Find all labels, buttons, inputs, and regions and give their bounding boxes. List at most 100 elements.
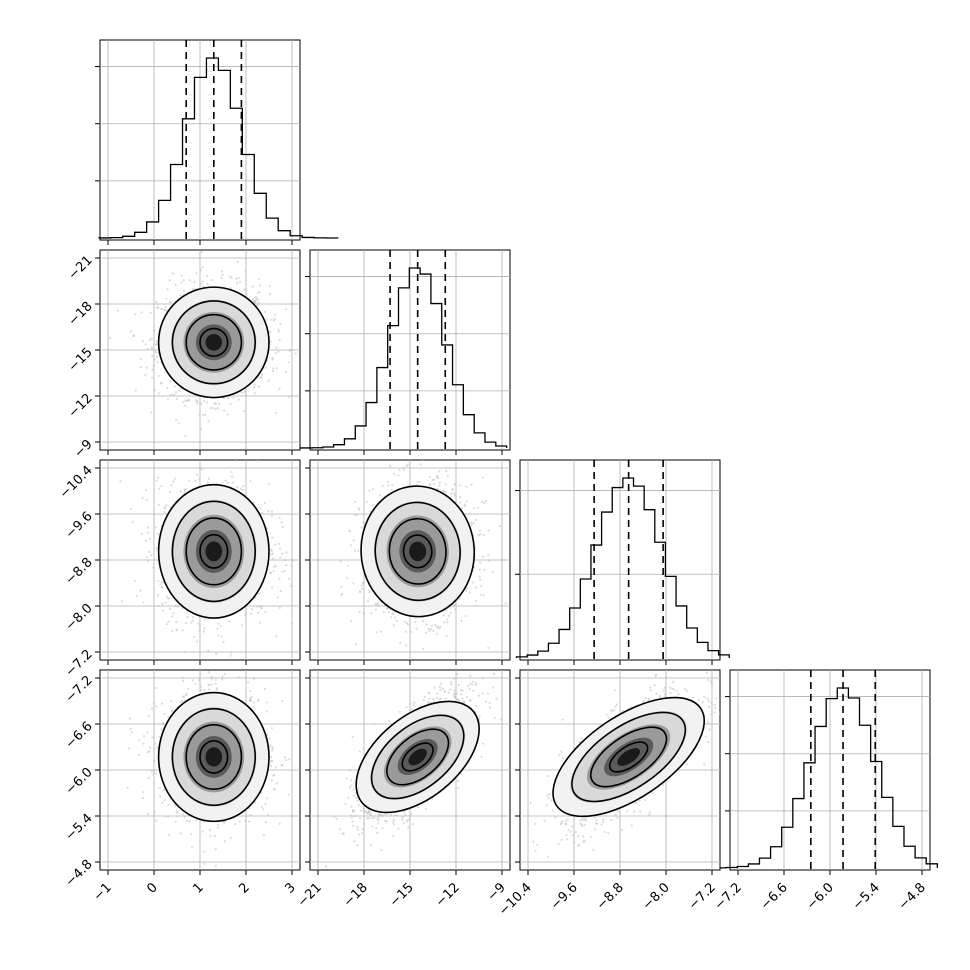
hist-panel-2 bbox=[515, 459, 730, 665]
scatter-point bbox=[446, 618, 449, 621]
scatter-point bbox=[389, 616, 393, 619]
scatter-point bbox=[135, 594, 138, 597]
hist-panel-3 bbox=[714, 669, 938, 875]
scatter-point bbox=[379, 630, 382, 633]
scatter-point bbox=[389, 464, 392, 467]
hist-panel-1 bbox=[289, 249, 511, 455]
scatter-point bbox=[170, 615, 174, 618]
scatter-point bbox=[207, 477, 210, 480]
scatter-point bbox=[360, 587, 364, 591]
scatter-point bbox=[458, 484, 461, 487]
scatter-point bbox=[202, 413, 205, 417]
scatter-point bbox=[184, 622, 188, 625]
scatter-point bbox=[154, 819, 158, 822]
density-level bbox=[409, 541, 427, 562]
scatter-point bbox=[210, 406, 213, 410]
scatter-point bbox=[271, 552, 274, 555]
scatter-point bbox=[285, 307, 288, 311]
scatter-point bbox=[157, 579, 160, 583]
scatter-point bbox=[281, 570, 284, 573]
scatter-point bbox=[195, 272, 198, 275]
scatter-point bbox=[474, 518, 477, 521]
scatter-point bbox=[217, 823, 220, 826]
scatter-point bbox=[175, 629, 178, 632]
scatter-point bbox=[447, 614, 450, 617]
scatter-point bbox=[479, 578, 482, 581]
scatter-point bbox=[239, 487, 243, 490]
scatter-point bbox=[259, 376, 262, 379]
scatter-point bbox=[371, 488, 375, 491]
scatter-point bbox=[474, 599, 478, 603]
scatter-point bbox=[198, 413, 201, 416]
scatter-point bbox=[481, 555, 485, 558]
scatter-point bbox=[152, 364, 155, 367]
scatter-point bbox=[237, 276, 240, 280]
scatter-point bbox=[465, 500, 468, 503]
scatter-point bbox=[156, 360, 159, 364]
scatter-point bbox=[468, 591, 471, 594]
scatter-point bbox=[206, 283, 209, 286]
scatter-point bbox=[278, 387, 281, 390]
scatter-point bbox=[133, 579, 137, 582]
scatter-point bbox=[479, 593, 482, 596]
scatter-point bbox=[269, 340, 272, 343]
scatter-point bbox=[174, 419, 178, 422]
scatter-point bbox=[415, 627, 418, 630]
scatter-point bbox=[360, 584, 363, 587]
scatter-point bbox=[443, 621, 446, 624]
scatter-point bbox=[280, 521, 283, 524]
scatter-point bbox=[352, 539, 355, 542]
scatter-point bbox=[277, 330, 281, 333]
scatter-point bbox=[174, 391, 177, 394]
scatter-point bbox=[391, 612, 394, 615]
scatter-point bbox=[436, 626, 439, 629]
scatter-point bbox=[354, 500, 357, 504]
scatter-point bbox=[144, 539, 148, 542]
scatter-point bbox=[121, 600, 124, 603]
scatter-point bbox=[261, 511, 264, 515]
scatter-point bbox=[339, 560, 342, 563]
scatter-point bbox=[178, 389, 181, 392]
hist-step bbox=[98, 57, 339, 239]
scatter-point bbox=[171, 272, 174, 275]
scatter-point bbox=[203, 627, 206, 630]
scatter-point bbox=[269, 548, 273, 552]
scatter-point bbox=[155, 705, 158, 708]
scatter-point bbox=[188, 279, 192, 282]
scatter-point bbox=[449, 606, 452, 609]
scatter-point bbox=[476, 506, 479, 509]
scatter-point bbox=[281, 525, 284, 529]
scatter-point bbox=[222, 670, 223, 671]
scatter-point bbox=[152, 747, 156, 750]
scatter-point bbox=[150, 337, 153, 340]
scatter-point bbox=[358, 610, 361, 614]
scatter-point bbox=[217, 622, 220, 625]
scatter-point bbox=[145, 489, 148, 492]
scatter-point bbox=[404, 630, 407, 633]
scatter-point bbox=[216, 627, 219, 630]
scatter-point bbox=[277, 542, 281, 546]
scatter-point bbox=[378, 494, 382, 497]
scatter-point bbox=[352, 582, 355, 585]
scatter-point bbox=[472, 522, 475, 525]
scatter-point bbox=[438, 481, 441, 484]
panel-content bbox=[339, 460, 507, 651]
scatter-point bbox=[262, 808, 265, 811]
scatter-point bbox=[268, 285, 271, 288]
scatter-point bbox=[170, 700, 173, 703]
scatter-point bbox=[202, 630, 206, 633]
scatter-point bbox=[235, 486, 239, 489]
scatter-point bbox=[155, 355, 159, 358]
scatter-point bbox=[421, 460, 424, 461]
scatter-point bbox=[482, 594, 485, 597]
scatter-point bbox=[131, 520, 134, 523]
scatter-point bbox=[230, 276, 233, 279]
scatter-point bbox=[498, 525, 502, 528]
scatter-point bbox=[454, 608, 457, 611]
scatter-point bbox=[227, 397, 230, 400]
scatter-point bbox=[444, 483, 448, 486]
scatter-point bbox=[208, 688, 211, 691]
scatter-point bbox=[197, 679, 201, 682]
scatter-point bbox=[279, 322, 282, 325]
